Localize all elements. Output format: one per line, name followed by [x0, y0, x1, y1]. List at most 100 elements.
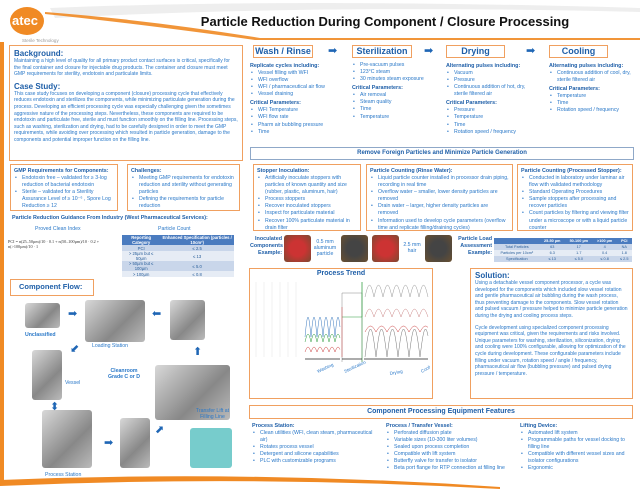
vessel-image: [32, 350, 62, 400]
challenges-box: Challenges: Meeting GMP requirements for…: [127, 164, 240, 211]
particle-load-table: 25-50 µm 50-100 µm >100 µm PCI Total Particl…: [494, 238, 632, 262]
list-item: Time: [549, 100, 637, 107]
list-item: Rotation speed / frequency: [446, 129, 534, 136]
stage-sterilization: Sterilization: [352, 45, 412, 58]
aluminum-particle-label: 0.5 mm aluminum particle: [313, 239, 337, 257]
list-item: Sample stoppers after processing and rec…: [521, 196, 629, 210]
list-item: 30 minutes steam exposure: [352, 76, 442, 83]
list-item: Beta port flange for RTP connection at f…: [386, 465, 514, 472]
equipment-col-title: Process / Transfer Vessel:: [386, 423, 453, 429]
list-item: Drain water – larger, higher density par…: [370, 203, 509, 217]
processed-title: Particle Counting (Processed Stopper):: [521, 168, 622, 174]
stage-wash-rinse: Wash / Rinse: [253, 45, 313, 58]
stage-drying: Drying: [446, 45, 505, 58]
label-transfer-lift: Transfer Lift at Filling Line: [195, 408, 230, 420]
solution-text-1: Using a detachable vessel component proc…: [475, 280, 628, 319]
page-title: Particle Reduction During Component / Cl…: [200, 14, 570, 29]
list-item: Meeting GMP requirements for endotoxin r…: [131, 175, 236, 196]
trend-line: [364, 325, 429, 333]
vessel-valve-image: [190, 428, 232, 468]
list-item: Time: [352, 106, 442, 113]
equipment-col-title: Lifting Device:: [520, 423, 558, 429]
vessel-image: [120, 418, 150, 468]
list-item: Butterfly valve for transfer to isolator: [386, 458, 514, 465]
trend-line: [304, 316, 341, 338]
solution-title: Solution:: [475, 271, 510, 280]
background-text: Maintaining a high level of quality for …: [14, 58, 230, 78]
guidance-title: Particle Reduction Guidance From Industr…: [12, 215, 208, 221]
arrow-right-icon: ➡: [328, 45, 338, 57]
critical-parameters-title: Critical Parameters:: [352, 85, 403, 92]
case-study-text: This case study focuses on developing a …: [14, 90, 238, 143]
stage-intro: Alternating pulses including:: [446, 63, 521, 69]
label-process-station: Process Station: [45, 472, 82, 478]
list-item: Vessel draining: [250, 91, 338, 98]
gmp-title: GMP Requirements for Components:: [14, 168, 109, 174]
arrow-right-icon: ➡: [526, 45, 536, 57]
processed-box: Particle Counting (Processed Stopper):Co…: [517, 164, 633, 231]
list-item: Conducted in laboratory under laminar ai…: [521, 175, 629, 189]
solution-text-2: Cycle development using specialized comp…: [475, 324, 626, 377]
list-item: Pharm air bubbling pressure: [250, 122, 338, 129]
list-item: Sealed upon process completion: [386, 444, 514, 451]
case-study-title: Case Study:: [14, 81, 61, 91]
critical-parameters-title: Critical Parameters:: [549, 86, 600, 93]
equipment-features-bar: Component Processing Equipment Features: [249, 405, 633, 419]
arrow-up-right-icon: ⬈: [155, 424, 165, 436]
list-item: Variable sizes (10-300 liter volumes): [386, 437, 514, 444]
critical-parameters-title: Critical Parameters:: [250, 100, 301, 107]
arrow-right-icon: ➡: [424, 45, 434, 57]
particle-count-title: Particle Count: [158, 226, 191, 232]
list-item: Compatible with different vessel sizes a…: [520, 451, 632, 465]
stage-details-0: Replicate cycles including:Vessel fillin…: [250, 62, 338, 136]
process-trend-chart: Washing Sterilization Drying Cooling: [255, 282, 436, 376]
vessel-image: [170, 300, 205, 340]
label-loading-station: Loading Station: [92, 343, 129, 349]
critical-parameters-title: Critical Parameters:: [446, 100, 497, 107]
arrow-down-icon: ⬍: [50, 401, 60, 413]
list-item: Continuous addition of hot, dry, sterile…: [446, 84, 534, 98]
list-item: Rotates process vessel: [252, 444, 380, 451]
trend-line: [304, 346, 341, 353]
hair-label: 2.5 mm hair: [403, 242, 421, 254]
stage-details-2: Alternating pulses including:VacuumPress…: [446, 62, 534, 136]
stopper-image: [284, 235, 311, 262]
process-trend-box: Process Trend Washing Sterilization Drying…: [249, 268, 436, 399]
list-item: WFI flow rate: [250, 114, 338, 121]
list-item: Detergent and silicone capabilities: [252, 451, 380, 458]
phase-label: Washing: [316, 362, 334, 374]
list-item: WFI Temperature: [250, 107, 338, 114]
process-station-image: [42, 410, 92, 468]
list-item: WFI overflow: [250, 77, 338, 84]
list-item: PLC with customizable programs: [252, 458, 380, 465]
list-item: Compatible with lift system: [386, 451, 514, 458]
component-flow-title-box: Component Flow:: [10, 279, 94, 296]
arrow-right-icon: ➡: [68, 308, 78, 320]
list-item: Sterile – validated for a Sterility Assu…: [14, 189, 114, 210]
trend-line: [364, 308, 429, 318]
tagline: Sterile Technology: [22, 38, 59, 43]
list-item: Count particles by filtering and viewing…: [521, 210, 629, 231]
inoculated-label: Inoculated Components Example:: [250, 236, 283, 256]
label-vessel: Vessel: [65, 380, 81, 386]
background-section: Background: Maintaining a high level of …: [9, 45, 243, 161]
pci-equation: PCI = n(25–50µm)/10 · 0.1 + n(50–100µm)/…: [8, 239, 100, 249]
list-item: WFI / pharmaceutical air flow: [250, 84, 338, 91]
equipment-col-1: Process / Transfer Vessel:Perforated dif…: [386, 422, 514, 473]
label-cleanroom: Cleanroom Grade C or D: [108, 368, 140, 380]
trend-line: [364, 284, 429, 298]
list-item: Pressure: [446, 77, 534, 84]
solution-box: Solution: Using a detachable vessel comp…: [470, 268, 633, 399]
list-item: Overflow water – smaller, lower density …: [370, 189, 509, 203]
list-item: Information used to develop cycle parame…: [370, 218, 509, 232]
list-item: Recover 100% particulate material in dra…: [257, 218, 357, 232]
list-item: Temperature: [352, 114, 442, 121]
stage-cooling: Cooling: [549, 45, 608, 58]
list-item: Air removal: [352, 92, 442, 99]
stopper-image: [341, 235, 368, 262]
phase-label: Drying: [389, 369, 403, 376]
list-item: Liquid particle counter installed in pro…: [370, 175, 509, 189]
stopper-box: Stopper Inoculation:Artificially inocula…: [253, 164, 361, 231]
stage-details-1: Pre-vacuum pulses123°C steam30 minutes s…: [352, 62, 442, 121]
